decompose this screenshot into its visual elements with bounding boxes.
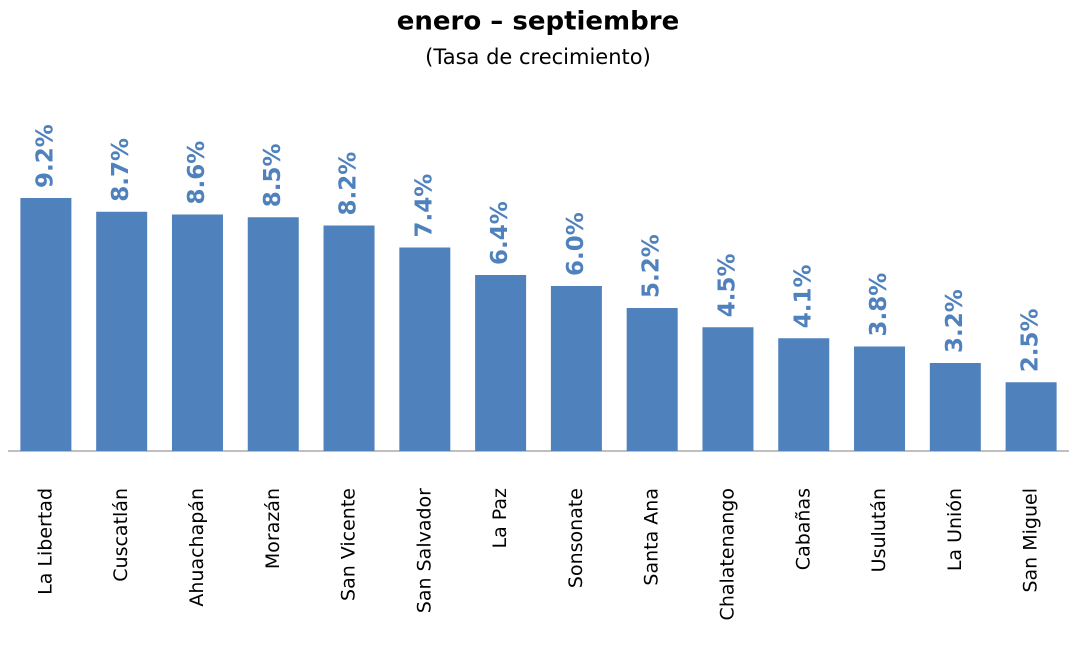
x-tick-label: Chalatenango bbox=[716, 488, 738, 620]
bar bbox=[247, 217, 299, 451]
x-tick-label: San Miguel bbox=[1020, 488, 1042, 593]
x-tick-label: Cabañas bbox=[792, 488, 814, 570]
value-label: 6.4% bbox=[487, 201, 513, 265]
x-tick-label: La Libertad bbox=[34, 488, 56, 595]
value-label: 3.2% bbox=[942, 289, 968, 353]
value-label: 4.1% bbox=[790, 264, 816, 328]
bar bbox=[323, 225, 375, 451]
value-label: 6.0% bbox=[563, 212, 589, 276]
value-label: 8.6% bbox=[184, 141, 210, 205]
value-label: 8.2% bbox=[336, 152, 362, 216]
x-tick-label: Sonsonate bbox=[565, 488, 587, 588]
bar bbox=[20, 198, 72, 451]
x-tick-label: Morazán bbox=[262, 488, 284, 569]
bar bbox=[171, 214, 223, 451]
bar bbox=[96, 211, 148, 451]
value-label: 9.2% bbox=[32, 124, 58, 188]
bar bbox=[626, 308, 678, 451]
value-label: 5.2% bbox=[639, 234, 665, 298]
bar bbox=[399, 247, 451, 451]
value-label: 7.4% bbox=[411, 174, 437, 238]
bar bbox=[475, 275, 527, 451]
bar bbox=[929, 363, 981, 451]
x-tick-label: Usulután bbox=[868, 488, 890, 572]
bar bbox=[550, 286, 602, 451]
value-label: 8.7% bbox=[108, 138, 134, 202]
bar bbox=[1005, 382, 1057, 451]
x-tick-label: San Salvador bbox=[413, 488, 435, 613]
x-tick-label: Ahuachapán bbox=[186, 488, 208, 607]
value-label: 8.5% bbox=[260, 143, 286, 207]
x-tick-label: La Paz bbox=[489, 488, 511, 549]
bar bbox=[778, 338, 830, 451]
chart-subtitle: (Tasa de crecimiento) bbox=[425, 45, 651, 69]
bar bbox=[854, 346, 906, 451]
x-tick-label: San Vicente bbox=[338, 488, 360, 601]
value-label: 4.5% bbox=[714, 253, 740, 317]
value-label: 2.5% bbox=[1018, 308, 1044, 372]
value-label: 3.8% bbox=[866, 273, 892, 337]
x-tick-label: La Unión bbox=[944, 488, 966, 571]
chart-title: enero – septiembre bbox=[397, 7, 679, 37]
x-tick-label: Santa Ana bbox=[641, 488, 663, 586]
x-tick-label: Cuscatlán bbox=[110, 488, 132, 582]
bar bbox=[702, 327, 754, 451]
